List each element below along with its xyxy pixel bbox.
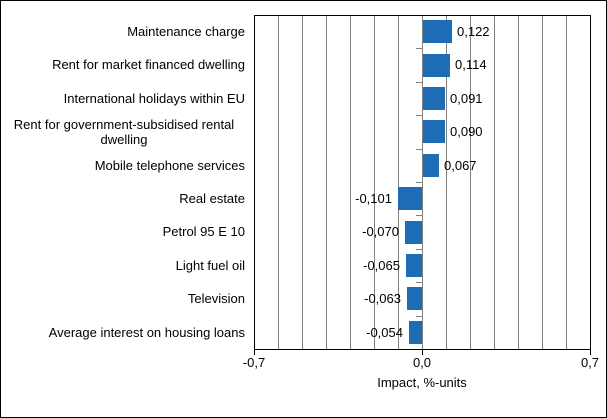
bar xyxy=(423,120,445,143)
category-axis-line xyxy=(422,15,423,349)
category-label-text: Real estate xyxy=(179,191,245,206)
bar xyxy=(423,87,445,110)
category-axis-tick xyxy=(416,215,422,216)
category-label-text: Mobile telephone services xyxy=(94,158,245,173)
bar xyxy=(409,321,422,344)
category-label: International holidays within EU xyxy=(3,82,245,115)
category-label-text: Petrol 95 E 10 xyxy=(162,224,245,239)
gridline xyxy=(302,15,303,349)
x-tick-label: -0,7 xyxy=(242,355,266,370)
value-label: -0,070 xyxy=(362,224,399,239)
category-label-text: Maintenance charge xyxy=(127,24,245,39)
gridline xyxy=(278,15,279,349)
value-label: 0,091 xyxy=(450,91,483,106)
category-label: Light fuel oil xyxy=(3,249,245,282)
category-axis-tick xyxy=(416,249,422,250)
gridline xyxy=(542,15,543,349)
value-label: 0,090 xyxy=(450,124,483,139)
category-label-text: Rent for government-subsidised rental dw… xyxy=(13,116,235,147)
category-label: Television xyxy=(3,282,245,315)
value-label: 0,114 xyxy=(455,57,487,72)
category-label: Petrol 95 E 10 xyxy=(3,215,245,248)
category-axis-tick xyxy=(416,182,422,183)
category-label: Rent for government-subsidised rental dw… xyxy=(3,115,245,148)
gridline xyxy=(494,15,495,349)
category-axis-tick xyxy=(416,316,422,317)
category-label-text: Rent for market financed dwelling xyxy=(52,57,245,72)
category-label: Maintenance charge xyxy=(3,15,245,48)
category-label-text: Television xyxy=(187,291,245,306)
gridline xyxy=(566,15,567,349)
value-label: -0,054 xyxy=(366,325,403,340)
value-label: -0,101 xyxy=(355,191,392,206)
category-axis-tick xyxy=(416,282,422,283)
category-axis-tick xyxy=(416,115,422,116)
value-label: -0,065 xyxy=(363,258,400,273)
bar xyxy=(405,221,422,244)
bar xyxy=(423,20,452,43)
x-tick-label: 0,7 xyxy=(580,355,600,370)
bar xyxy=(406,254,422,277)
gridline xyxy=(398,15,399,349)
category-label-text: Light fuel oil xyxy=(175,258,245,273)
gridline xyxy=(446,15,447,349)
value-label: -0,063 xyxy=(364,291,401,306)
gridline xyxy=(374,15,375,349)
gridline xyxy=(518,15,519,349)
x-axis-title: Impact, %-units xyxy=(377,375,467,390)
bar xyxy=(423,54,450,77)
x-axis-tick xyxy=(254,349,255,355)
value-label: 0,122 xyxy=(457,24,490,39)
value-label: 0,067 xyxy=(444,158,477,173)
bar xyxy=(407,287,422,310)
category-label: Average interest on housing loans xyxy=(3,316,245,349)
category-label: Rent for market financed dwelling xyxy=(3,48,245,81)
bar xyxy=(398,187,422,210)
category-axis-tick xyxy=(416,149,422,150)
category-axis-tick xyxy=(416,48,422,49)
gridline xyxy=(470,15,471,349)
bar xyxy=(423,154,439,177)
category-label-text: International holidays within EU xyxy=(63,91,245,106)
x-axis-tick xyxy=(422,349,423,355)
gridline xyxy=(350,15,351,349)
x-axis-tick xyxy=(590,349,591,355)
category-label: Real estate xyxy=(3,182,245,215)
category-axis-tick xyxy=(416,82,422,83)
x-tick-label: 0,0 xyxy=(412,355,432,370)
category-label-text: Average interest on housing loans xyxy=(48,325,245,340)
gridline xyxy=(326,15,327,349)
category-label: Mobile telephone services xyxy=(3,149,245,182)
